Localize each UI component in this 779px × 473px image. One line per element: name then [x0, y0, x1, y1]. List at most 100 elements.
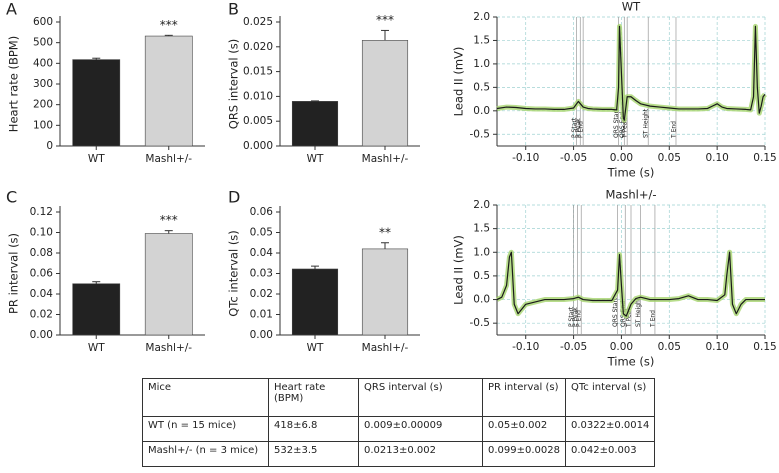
significance: ***	[160, 18, 178, 32]
y-tick-label: -0.5	[470, 317, 491, 329]
bar	[72, 283, 121, 336]
cell: 532±3.5	[268, 441, 359, 467]
y-tick-label: 0.02	[30, 309, 53, 321]
x-tick-label: WT	[88, 153, 105, 165]
x-tick-label: Mashl+/-	[145, 153, 192, 165]
bar	[361, 40, 409, 147]
y-tick-label: 1.5	[473, 34, 490, 46]
y-tick-label: 1.0	[473, 246, 490, 258]
bar	[144, 35, 193, 147]
bar	[361, 248, 409, 336]
series-line	[496, 251, 765, 317]
cell: 0.099±0.0028	[482, 441, 566, 467]
marker-label: P Peak	[572, 307, 579, 327]
y-axis-label: QTc interval (s)	[227, 230, 241, 317]
marker-label: T Peak	[622, 118, 629, 139]
x-tick-label: WT	[307, 153, 324, 165]
y-tick-label: 0.05	[250, 227, 273, 239]
cell: Mashl+/- (n = 3 mice)	[142, 441, 269, 467]
y-axis-label: Heart rate (BPM)	[7, 36, 21, 132]
y-tick-label: 0.025	[243, 16, 273, 28]
x-tick-label: 0.00	[610, 152, 633, 164]
x-tick-label: Mashl+/-	[362, 153, 409, 165]
x-tick-label: WT	[307, 342, 324, 354]
x-tick-label: Mashl+/-	[362, 342, 409, 354]
table-row: WT (n = 15 mice) 418±6.8 0.009±0.00009 0…	[142, 416, 656, 442]
header-cell: QTc interval (s)	[564, 378, 656, 417]
significance: ***	[376, 13, 394, 27]
x-tick-label: 0.00	[610, 341, 633, 353]
cell: 0.042±0.003	[564, 441, 656, 467]
x-tick-label: 0.10	[705, 341, 728, 353]
figure: A Heart rate (BPM) 0 100 200 300 400 500 600 WT Ma…	[6, 0, 777, 369]
y-tick-label: 0.01	[250, 309, 273, 321]
panel-label: C	[6, 188, 17, 207]
y-tick-label: 0.00	[30, 329, 53, 341]
y-tick-label: 0.08	[30, 247, 53, 259]
y-axis-label: QRS interval (s)	[227, 39, 241, 129]
header-cell: Mice	[142, 378, 269, 417]
y-tick-label: 0.5	[473, 270, 490, 282]
x-tick-label: 0.15	[753, 341, 776, 353]
x-tick-label: 0.10	[705, 152, 728, 164]
y-tick-label: 0.005	[243, 115, 273, 127]
header-cell: Heart rate (BPM)	[268, 378, 359, 417]
y-tick-label: 300	[33, 78, 53, 90]
table-row: Mashl+/- (n = 3 mice) 532±3.5 0.0213±0.0…	[142, 441, 656, 467]
y-tick-label: 0.06	[30, 268, 54, 280]
significance: ***	[160, 213, 178, 227]
marker-label: QRS Start	[612, 297, 619, 327]
y-tick-label: 0.03	[250, 268, 273, 280]
y-tick-label: 0.020	[243, 41, 273, 53]
significance: **	[379, 225, 391, 239]
x-tick-label: 0.15	[753, 152, 776, 164]
x-tick-label: Mashl+/-	[145, 342, 192, 354]
y-tick-label: 2.0	[473, 11, 490, 23]
x-tick-label: -0.10	[512, 341, 539, 353]
cell: 0.0322±0.0014	[564, 416, 656, 442]
panel-label: B	[228, 0, 239, 19]
summary-table: Mice Heart rate (BPM) QRS interval (s) P…	[142, 378, 656, 467]
marker-label: ST Height	[643, 108, 650, 138]
series-line	[496, 25, 766, 121]
chart-title: WT	[622, 0, 641, 14]
y-tick-label: 1.0	[473, 58, 490, 70]
x-tick-label: -0.05	[560, 152, 587, 164]
bar	[144, 233, 193, 336]
y-tick-label: 1.5	[473, 223, 490, 235]
x-tick-label: WT	[88, 342, 105, 354]
y-tick-label: 500	[33, 37, 53, 49]
cell: 0.0213±0.002	[358, 441, 483, 467]
y-tick-label: 0.00	[250, 329, 273, 341]
x-axis-label: Time (s)	[607, 166, 655, 180]
header-cell: QRS interval (s)	[358, 378, 483, 417]
marker-label: P Start	[571, 117, 578, 138]
marker-label: ST Height	[635, 297, 642, 327]
marker-label: P End	[576, 310, 583, 327]
table-header: Mice Heart rate (BPM) QRS interval (s) P…	[142, 378, 656, 417]
marker-label: P End	[578, 121, 585, 138]
bar	[291, 268, 339, 336]
marker-label: T Peak	[626, 307, 633, 328]
y-tick-label: 0.04	[250, 247, 274, 259]
panel-label: D	[228, 188, 240, 207]
cell: 0.009±0.00009	[358, 416, 483, 442]
y-tick-label: 0.015	[243, 66, 273, 78]
marker-label: T End	[670, 121, 677, 139]
cell: WT (n = 15 mice)	[142, 416, 269, 442]
y-tick-label: 0.02	[250, 288, 273, 300]
x-axis-label: Time (s)	[607, 355, 655, 369]
bar	[72, 59, 121, 147]
y-tick-label: 0.0	[473, 105, 490, 117]
marker-label: QRS End	[619, 112, 626, 138]
chart-title: Mashl+/-	[605, 188, 656, 202]
y-tick-label: 0	[46, 140, 53, 152]
y-tick-label: 100	[33, 119, 53, 131]
x-tick-label: -0.10	[512, 152, 539, 164]
marker-label: P Peak	[575, 118, 582, 138]
x-tick-label: 0.05	[658, 341, 681, 353]
y-axis-label: PR interval (s)	[7, 233, 21, 314]
y-tick-label: 0.04	[30, 288, 54, 300]
y-tick-label: 0.06	[250, 206, 274, 218]
